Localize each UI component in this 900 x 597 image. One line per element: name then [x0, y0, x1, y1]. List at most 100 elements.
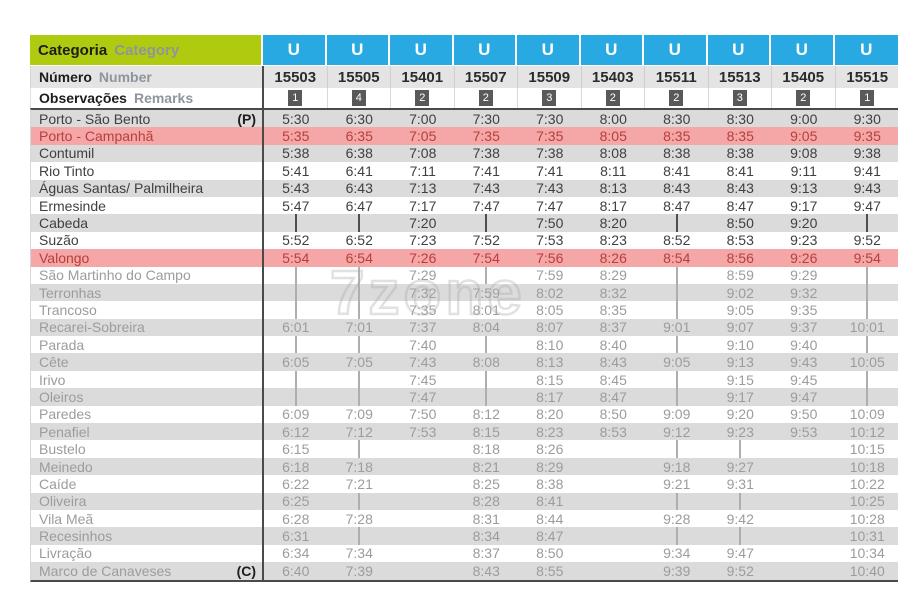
remark-badge: 2	[669, 90, 684, 106]
time-cell: 9:42	[726, 510, 754, 527]
time-cell: 8:44	[536, 510, 564, 527]
time-cell: 7:05	[409, 128, 437, 145]
time-cell	[836, 370, 900, 389]
time-cell	[709, 440, 773, 458]
station-name-cell: Livração	[31, 544, 264, 563]
timetable-rows: Porto - São Bento (P) 5:30 6:30 7:00 7:30 7:30…	[30, 108, 898, 582]
station-name-cell: Irivo	[31, 370, 264, 389]
time-cell: 8:08	[472, 354, 500, 371]
time-cell: 9:05	[726, 301, 754, 318]
time-cell: 8:17	[599, 197, 627, 214]
time-cell: 9:47	[853, 197, 881, 214]
pass-through-bar	[675, 440, 678, 458]
time-cell	[709, 492, 773, 510]
category-cell: U	[771, 35, 835, 65]
time-cell	[582, 562, 646, 579]
train-number-cell: 15505	[328, 66, 391, 88]
time-cell: 8:15	[472, 423, 500, 440]
time-cell: 9:02	[726, 284, 754, 301]
time-cell: 9:01	[663, 319, 691, 336]
time-cell	[328, 283, 392, 302]
category-cell: U	[263, 35, 327, 65]
time-cell: 9:26	[790, 249, 818, 266]
station-name: Caíde	[39, 475, 77, 492]
station-name-cell: Bustelo	[31, 440, 264, 458]
time-cell: 6:22	[282, 475, 310, 492]
time-cell: 9:12	[663, 423, 691, 440]
time-cell: 6:52	[345, 232, 373, 249]
time-cell	[455, 266, 519, 284]
time-cell: 9:29	[790, 267, 818, 284]
station-name: Cête	[39, 354, 69, 371]
time-cell: 9:31	[726, 475, 754, 492]
station-row: Valongo 5:54 6:54 7:26 7:54 7:56 8:26 8:54 8:56 9…	[31, 249, 898, 267]
time-cell: 8:34	[472, 528, 500, 545]
time-cell: 8:50	[536, 545, 564, 562]
time-cell: 7:43	[409, 354, 437, 371]
time-cell: 5:43	[282, 180, 310, 197]
time-cell	[391, 475, 455, 492]
time-cell: 7:35	[536, 128, 564, 145]
time-cell	[582, 458, 646, 475]
time-cell	[836, 301, 900, 319]
remark-badge: 1	[860, 90, 875, 106]
train-number-cell: 15515	[846, 68, 889, 86]
time-cell: 6:47	[345, 197, 373, 214]
time-cell	[772, 458, 836, 475]
category-cell: U	[707, 35, 771, 65]
time-cell: 10:28	[849, 510, 885, 527]
pass-through-bar	[675, 388, 678, 406]
time-cell: 8:37	[599, 319, 627, 336]
time-cell: 9:54	[853, 249, 881, 266]
pass-through-bar	[358, 301, 361, 319]
pass-through-bar	[866, 388, 869, 406]
time-cell: 10:25	[849, 493, 885, 510]
station-row: Livração 6:34 7:34 8:37 8:50 9:34 9:47 10:34	[31, 544, 898, 563]
time-cell: 7:41	[536, 162, 564, 179]
station-name: Águas Santas/ Palmilheira	[39, 180, 204, 197]
time-cell: 7:54	[472, 249, 500, 266]
station-name: Porto - São Bento	[39, 110, 151, 127]
pass-through-bar	[294, 301, 297, 319]
pass-through-bar	[675, 214, 678, 232]
station-name: Parada	[39, 336, 85, 353]
time-cell	[328, 301, 392, 319]
remark-cell: 1	[836, 88, 900, 108]
remark-cell: 3	[709, 88, 772, 108]
time-cell: 9:17	[790, 197, 818, 214]
time-cell: 8:35	[599, 301, 627, 318]
time-cell: 8:04	[472, 319, 500, 336]
time-cell: 7:40	[409, 336, 437, 353]
station-name-cell: Caíde	[31, 475, 264, 493]
station-name: Oliveira	[39, 493, 87, 510]
time-cell: 7:05	[345, 354, 373, 371]
station-name: Irivo	[39, 371, 66, 388]
train-number-row: Número Number 15503 15505 15401 15507 15509 1…	[30, 66, 898, 88]
time-cell: 7:43	[472, 180, 500, 197]
time-cell: 7:17	[409, 197, 437, 214]
pass-through-bar	[866, 266, 869, 284]
time-cell: 7:26	[409, 249, 437, 266]
remark-badge: 2	[605, 90, 620, 106]
time-cell: 7:50	[536, 215, 564, 232]
time-cell: 7:23	[409, 232, 437, 249]
time-cell: 7:47	[536, 197, 564, 214]
pass-through-bar	[866, 301, 869, 319]
pass-through-bar	[358, 527, 361, 545]
station-name-cell: Valongo	[31, 249, 264, 267]
pass-through-bar	[485, 388, 488, 406]
remark-badge: 2	[415, 90, 430, 106]
time-cell: 6:54	[345, 249, 373, 266]
time-cell: 10:31	[849, 528, 885, 545]
time-cell	[264, 388, 328, 406]
time-cell: 8:53	[599, 423, 627, 440]
remark-badge: 4	[351, 90, 366, 106]
train-number-cell: 15511	[645, 66, 709, 88]
time-cell: 6:25	[282, 493, 310, 510]
time-cell: 9:28	[663, 510, 691, 527]
time-cell: 7:35	[472, 128, 500, 145]
station-name-cell: Marco de Canaveses (C)	[31, 562, 264, 580]
time-cell: 8:53	[726, 232, 754, 249]
station-name-cell: Recesinhos	[31, 527, 264, 545]
train-number-cell: 15513	[709, 66, 772, 88]
